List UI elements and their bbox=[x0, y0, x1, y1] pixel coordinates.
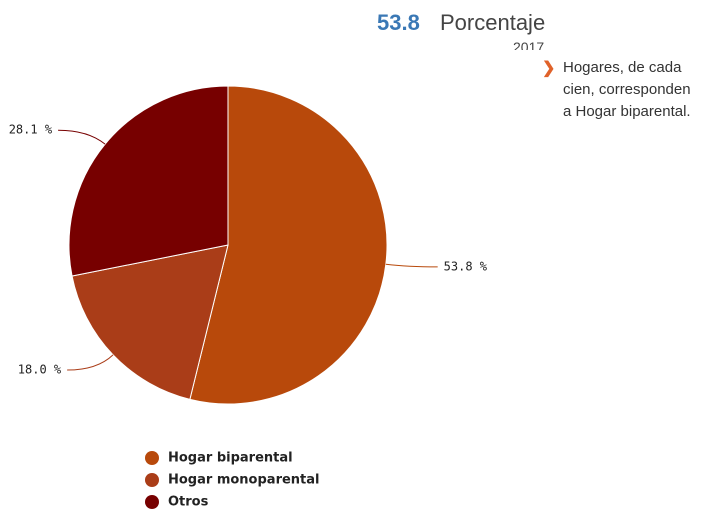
legend-marker bbox=[145, 495, 159, 509]
leader-line bbox=[67, 354, 114, 371]
pie-slice bbox=[71, 244, 229, 400]
indicator-description: Hogares, de cada cien, corresponden a Ho… bbox=[563, 59, 691, 120]
legend-label: Otros bbox=[168, 495, 209, 510]
legend-marker bbox=[145, 473, 159, 487]
data-label: 28.1 % bbox=[9, 123, 53, 137]
indicator-year: 2017 bbox=[513, 40, 544, 50]
data-label: 53.8 % bbox=[444, 259, 488, 273]
indicator-unit: Porcentaje bbox=[440, 10, 546, 35]
year-text: 2017 bbox=[513, 40, 545, 50]
pie-slice bbox=[68, 85, 229, 277]
leader-line bbox=[58, 129, 106, 145]
legend-label: Hogar monoparental bbox=[168, 473, 320, 488]
indicator-value: 53.8 bbox=[377, 10, 420, 35]
leader-line bbox=[385, 263, 438, 268]
arrow-icon: ❯ bbox=[542, 60, 556, 77]
data-label: 18.0 % bbox=[18, 363, 62, 377]
legend-label: Hogar biparental bbox=[168, 451, 293, 466]
legend-marker bbox=[145, 451, 159, 465]
